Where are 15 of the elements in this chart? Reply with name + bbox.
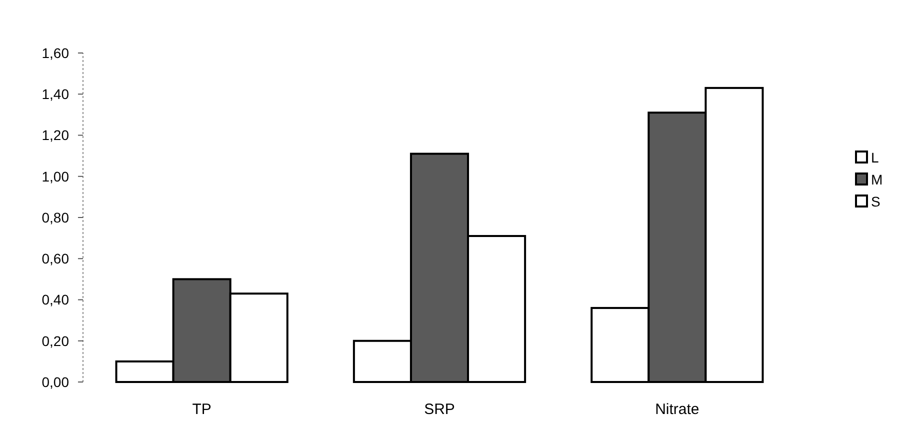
y-tick-label: 1,20 <box>42 127 70 144</box>
y-tick-label: 0,40 <box>42 292 70 308</box>
y-tick-label: 0,20 <box>42 332 70 349</box>
y-tick-label: 0,80 <box>42 209 70 226</box>
y-tick-label: 0,00 <box>42 374 70 390</box>
x-tick-label: SRP <box>424 401 455 418</box>
legend-label: S <box>871 193 880 210</box>
y-tick-label: 0,60 <box>42 250 70 267</box>
x-tick-label: TP <box>192 401 212 418</box>
y-tick-label: 1,00 <box>42 168 70 184</box>
y-tick-label: 1,40 <box>42 86 70 102</box>
y-tick-label: 1,60 <box>42 44 70 61</box>
legend-label: M <box>871 171 883 188</box>
x-tick-label: Nitrate <box>655 401 700 418</box>
legend-label: L <box>871 149 879 166</box>
